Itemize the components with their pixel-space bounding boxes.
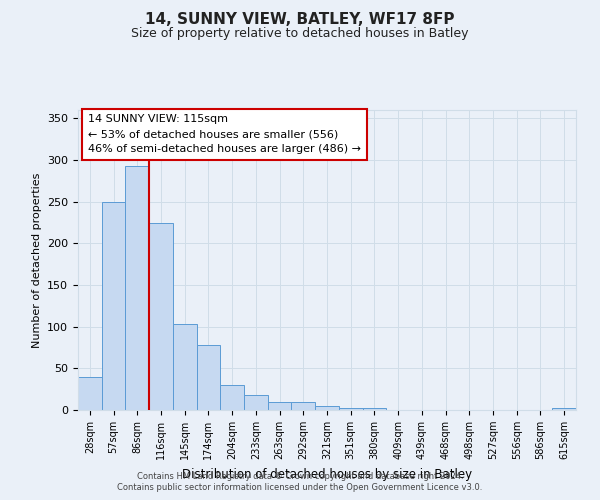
Bar: [268, 402, 292, 410]
Bar: [362, 408, 386, 410]
Bar: [125, 166, 149, 410]
Bar: [552, 408, 576, 410]
Y-axis label: Number of detached properties: Number of detached properties: [32, 172, 41, 348]
Bar: [149, 222, 173, 410]
Text: Contains HM Land Registry data © Crown copyright and database right 2024.: Contains HM Land Registry data © Crown c…: [137, 472, 463, 481]
X-axis label: Distribution of detached houses by size in Batley: Distribution of detached houses by size …: [182, 468, 472, 480]
Bar: [173, 324, 197, 410]
Bar: [197, 345, 220, 410]
Text: 14 SUNNY VIEW: 115sqm
← 53% of detached houses are smaller (556)
46% of semi-det: 14 SUNNY VIEW: 115sqm ← 53% of detached …: [88, 114, 361, 154]
Text: 14, SUNNY VIEW, BATLEY, WF17 8FP: 14, SUNNY VIEW, BATLEY, WF17 8FP: [145, 12, 455, 28]
Bar: [220, 385, 244, 410]
Bar: [339, 408, 362, 410]
Bar: [78, 376, 102, 410]
Bar: [244, 395, 268, 410]
Text: Contains public sector information licensed under the Open Government Licence v3: Contains public sector information licen…: [118, 484, 482, 492]
Text: Size of property relative to detached houses in Batley: Size of property relative to detached ho…: [131, 28, 469, 40]
Bar: [102, 202, 125, 410]
Bar: [315, 406, 339, 410]
Bar: [292, 402, 315, 410]
